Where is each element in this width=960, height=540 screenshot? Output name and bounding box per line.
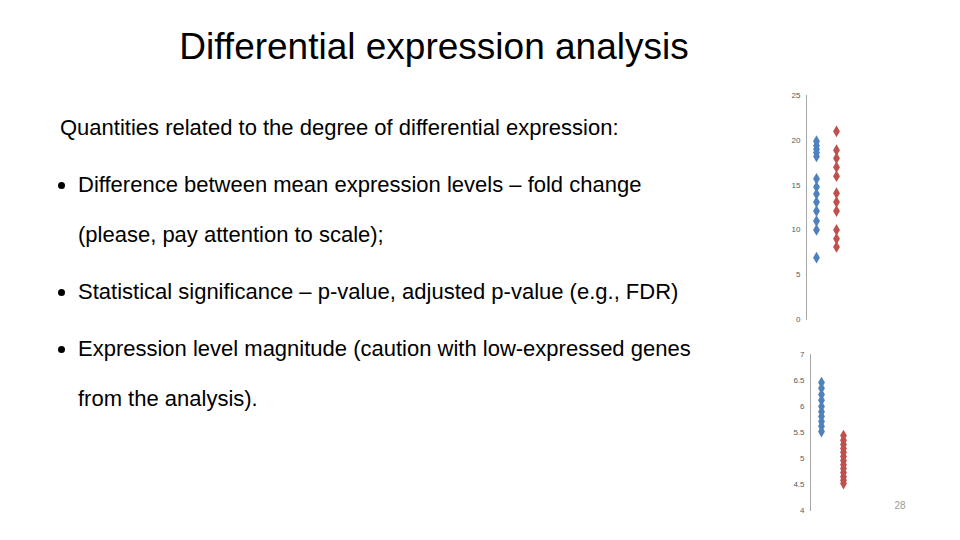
html-text:Statistical significance – p-v: Statistical significance – p-value, adju… [78,279,679,304]
svg-text:15: 15 [792,181,801,190]
html-text:Quantities related to the degr: Quantities related to the degree of diff… [60,115,619,140]
html-text:28: 28 [894,500,906,511]
html-text:Differential expression analys: Differential expression analysis [179,26,689,67]
svg-text:5: 5 [796,270,801,279]
svg-text:6: 6 [800,402,805,411]
svg-text:0: 0 [796,315,801,324]
svg-text:5: 5 [800,454,805,463]
html-text:Expression level magnitude (ca: Expression level magnitude (caution with… [78,336,691,411]
svg-text:7: 7 [800,350,805,359]
svg-text:6.5: 6.5 [793,376,805,385]
svg-text:25: 25 [792,91,801,100]
svg-text:10: 10 [792,225,801,234]
svg-text:20: 20 [792,136,801,145]
svg-text:4.5: 4.5 [793,480,805,489]
html-text:Difference between mean expres: Difference between mean expression level… [78,172,642,247]
svg-text:5.5: 5.5 [793,428,805,437]
svg-text:4: 4 [800,506,805,515]
